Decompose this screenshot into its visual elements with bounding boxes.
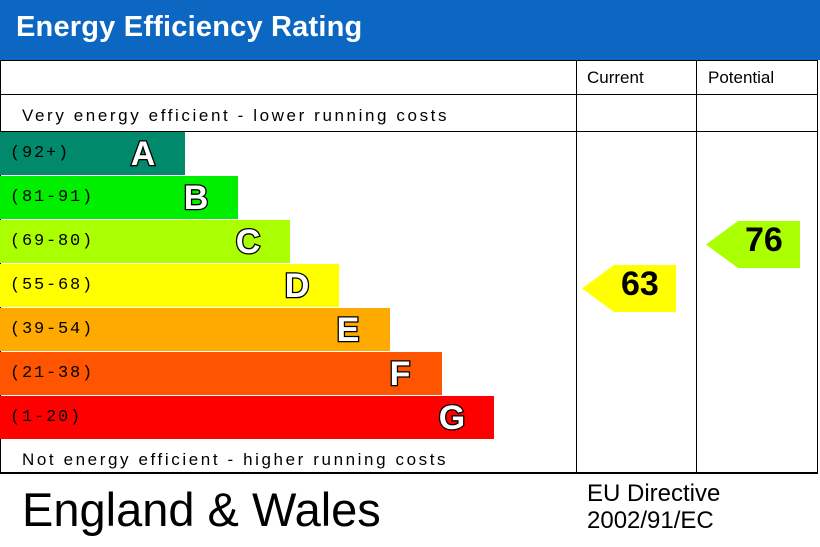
svg-text:A: A: [131, 135, 156, 173]
svg-text:D: D: [285, 267, 310, 305]
svg-text:C: C: [236, 223, 261, 261]
svg-text:B: B: [184, 179, 209, 217]
svg-text:F: F: [390, 355, 411, 393]
svg-text:G: G: [439, 399, 465, 437]
svg-text:E: E: [337, 311, 360, 349]
